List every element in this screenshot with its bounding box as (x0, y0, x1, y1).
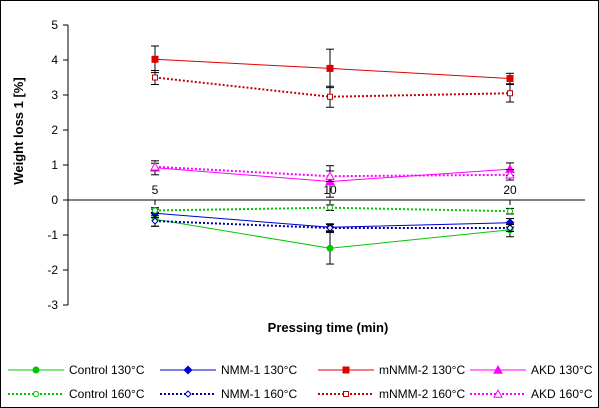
data-point (183, 365, 193, 375)
data-point (184, 390, 192, 398)
legend-label: Control 160°C (69, 387, 145, 401)
legend-label: mNMM-2 130°C (379, 363, 465, 377)
legend-label: AKD 160°C (531, 387, 593, 401)
legend-label: NMM-1 160°C (221, 387, 297, 401)
data-point (505, 169, 515, 179)
series-layer (150, 45, 515, 265)
data-point (32, 366, 40, 374)
data-point (507, 90, 513, 97)
data-point (493, 388, 503, 398)
y-tick-label: 2 (51, 123, 58, 137)
series-line (154, 212, 511, 228)
legend-label: NMM-1 130°C (221, 363, 297, 377)
legend-item: AKD 130°C (470, 363, 593, 377)
data-point (32, 390, 40, 398)
data-point (493, 364, 503, 374)
series-nmm-1-160-c (151, 215, 514, 232)
data-point (326, 204, 334, 211)
data-point (152, 74, 158, 81)
data-point (325, 171, 335, 180)
y-tick-label: 4 (51, 53, 58, 67)
x-axis-title: Pressing time (min) (268, 320, 389, 335)
legend-item: AKD 160°C (470, 387, 593, 401)
legend-label: Control 130°C (69, 363, 145, 377)
data-point (506, 75, 514, 83)
data-point (342, 366, 350, 374)
series-mnmm-2-130-c (151, 45, 514, 89)
data-point (326, 64, 334, 72)
data-point (506, 208, 514, 215)
data-point (506, 224, 514, 232)
legend-label: mNMM-2 160°C (379, 387, 465, 401)
data-point (326, 244, 334, 252)
data-point (151, 207, 159, 214)
data-point (151, 217, 159, 225)
data-point (327, 93, 333, 100)
legend-item: Control 160°C (8, 387, 145, 401)
series-control-160-c (151, 204, 514, 215)
legend-label: AKD 130°C (531, 363, 593, 377)
y-axis-title: Weight loss 1 [%] (11, 77, 26, 184)
legend-item: NMM-1 130°C (160, 363, 297, 377)
legend-item: NMM-1 160°C (160, 387, 297, 401)
series-mnmm-2-160-c (151, 70, 514, 108)
data-point (326, 224, 334, 232)
legend-item: Control 130°C (8, 363, 145, 377)
data-point (150, 161, 160, 171)
data-point (343, 391, 349, 397)
y-tick-label: -1 (47, 228, 58, 242)
series-akd-160-c (150, 161, 515, 182)
legend-item: mNMM-2 130°C (318, 363, 465, 377)
series-control-130-c (151, 211, 514, 265)
y-tick-label: 0 (51, 193, 58, 207)
y-tick-label: -3 (47, 298, 58, 312)
legend: Control 130°C NMM-1 130°C mNMM-2 130°C AKD … (8, 363, 593, 401)
y-tick-label: 3 (51, 88, 58, 102)
data-point (151, 55, 159, 63)
y-tick-label: 1 (51, 158, 58, 172)
x-tick-label: 20 (503, 183, 517, 197)
y-tick-label: 5 (51, 18, 58, 32)
x-tick-label: 5 (152, 183, 159, 197)
legend-item: mNMM-2 160°C (318, 387, 465, 401)
y-tick-label: -2 (47, 263, 58, 277)
